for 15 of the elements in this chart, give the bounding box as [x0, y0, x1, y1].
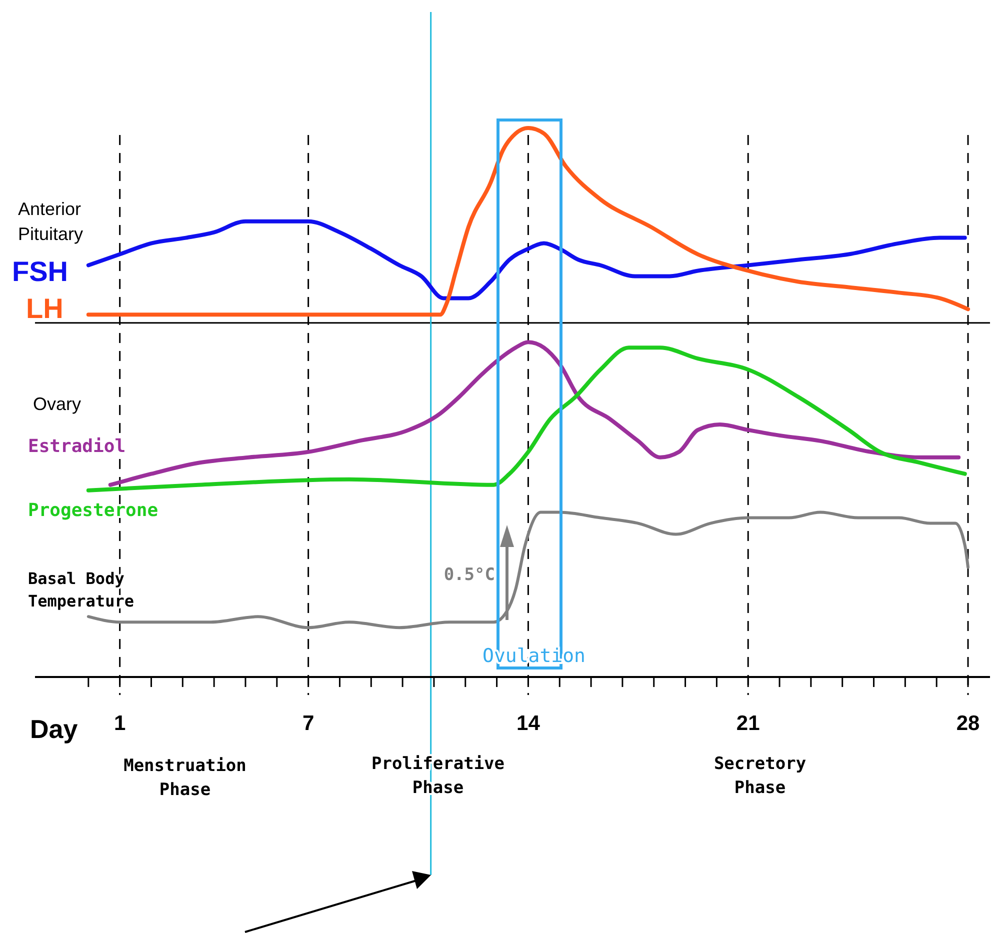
series-label: FSH	[12, 256, 68, 287]
x-tick-label: 1	[114, 712, 126, 735]
series-label: Progesterone	[28, 500, 158, 521]
text: Secretory Phase	[714, 754, 806, 798]
series-label: LH	[26, 293, 64, 324]
x-axis-title: Day	[30, 714, 78, 744]
x-tick-label: 14	[516, 712, 540, 735]
x-tick-label: 28	[956, 712, 980, 735]
x-tick-label: 21	[736, 712, 760, 735]
x-tick-label: 7	[302, 712, 314, 735]
annotation: Ovary	[33, 394, 82, 414]
annotation: Anterior Pituitary	[18, 199, 84, 244]
text: Menstruation Phase	[124, 756, 246, 800]
series-label: Basal Body Temperature	[28, 569, 134, 610]
annotation: 0.5°C	[444, 565, 495, 585]
